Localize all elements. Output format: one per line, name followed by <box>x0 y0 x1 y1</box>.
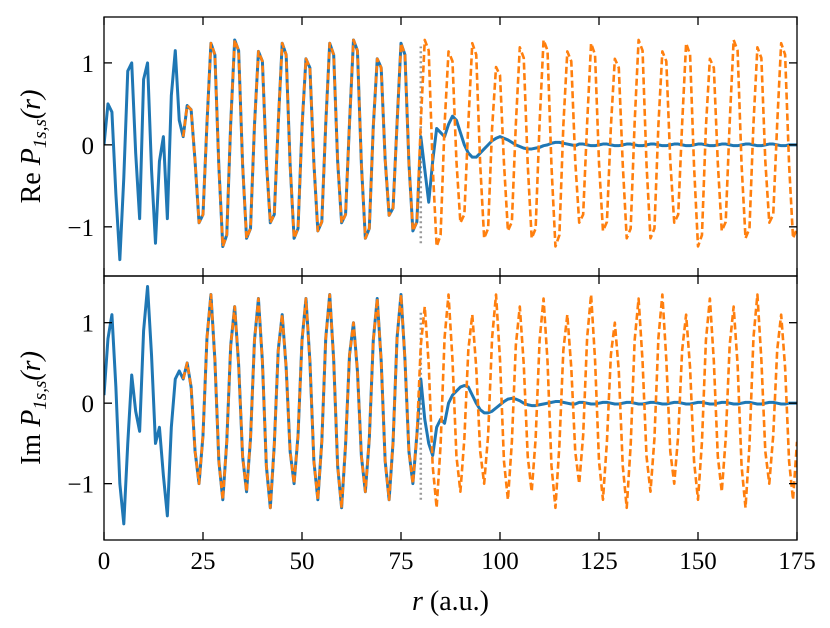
series-line <box>104 284 797 526</box>
x-axis-label: r (a.u.) <box>412 586 489 617</box>
series-line <box>181 38 797 248</box>
ylabel-argument: (r) <box>16 90 47 120</box>
y-tick-label: −1 <box>67 215 94 242</box>
ylabel-subscript: 1s,s <box>30 119 51 148</box>
y-tick-label: 0 <box>82 133 95 160</box>
x-tick-label: 50 <box>290 548 315 575</box>
ylabel-subscript: 1s,s <box>30 381 51 410</box>
plot-lines <box>104 38 797 262</box>
xlabel-symbol: r <box>412 586 423 617</box>
plot-frame <box>103 275 798 541</box>
y-axis-label: Im P1s,s(r) <box>16 351 51 465</box>
x-tick-label: 100 <box>481 548 519 575</box>
x-tick-label: 175 <box>778 548 816 575</box>
x-tick-label: 0 <box>98 548 111 575</box>
y-tick-label: 0 <box>82 391 95 418</box>
y-tick-label: 1 <box>82 311 95 338</box>
ylabel-argument: (r) <box>16 351 47 381</box>
ylabel-prefix: Im <box>16 434 47 465</box>
ylabel-prefix: Re <box>16 172 47 203</box>
plot-lines <box>104 284 797 526</box>
ylabel-symbol: P <box>16 148 47 166</box>
y-tick-label: 1 <box>82 51 95 78</box>
x-tick-label: 125 <box>580 548 618 575</box>
xlabel-unit: (a.u.) <box>430 586 489 617</box>
series-line <box>181 293 797 510</box>
x-tick-label: 25 <box>191 548 216 575</box>
ylabel-symbol: P <box>16 410 47 428</box>
x-tick-label: 75 <box>389 548 414 575</box>
y-axis-label: Re P1s,s(r) <box>16 90 51 204</box>
y-tick-label: −1 <box>67 472 94 499</box>
x-tick-label: 150 <box>679 548 717 575</box>
